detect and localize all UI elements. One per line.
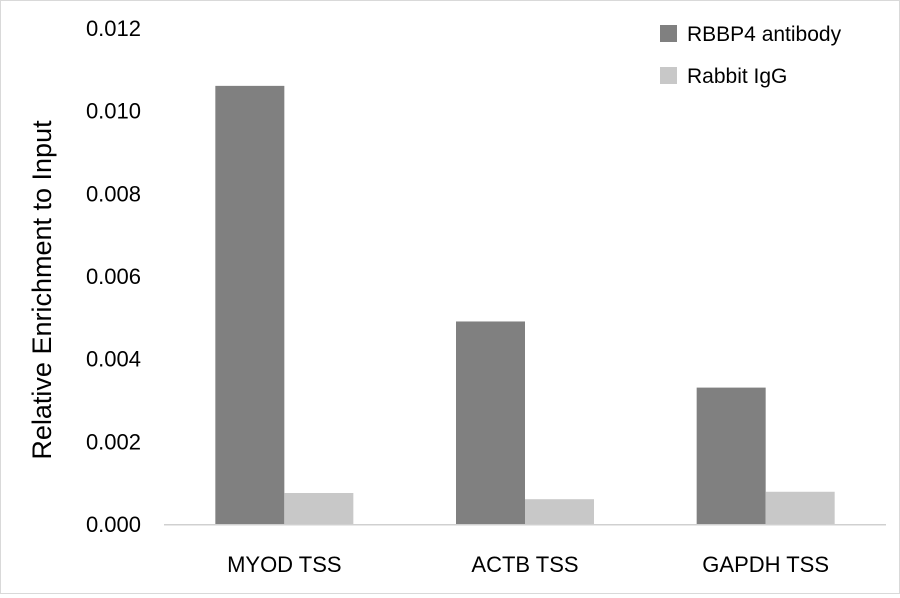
legend-swatch [660,25,677,42]
x-axis-labels: MYOD TSS ACTB TSS GAPDH TSS [227,552,829,577]
legend-swatch [660,67,677,84]
x-category-label: GAPDH TSS [702,552,829,577]
x-category-label: ACTB TSS [471,552,578,577]
legend-label: RBBP4 antibody [687,23,842,46]
y-tick-label: 0.012 [86,16,141,41]
bar-rabbit-igg-myod-tss [284,493,354,524]
y-tick-label: 0.000 [86,512,141,537]
bar-rbbp4-antibody-actb-tss [456,321,525,524]
y-axis-ticks: 0.000 0.002 0.004 0.006 0.008 0.010 0.012 [86,16,141,537]
y-tick-label: 0.004 [86,347,141,372]
legend: RBBP4 antibody Rabbit IgG [660,23,842,88]
y-tick-label: 0.002 [86,429,141,454]
x-category-label: MYOD TSS [227,552,342,577]
bar-rabbit-igg-actb-tss [525,499,594,524]
y-tick-label: 0.006 [86,264,141,289]
bar-rabbit-igg-gapdh-tss [765,491,835,524]
bar-rbbp4-antibody-myod-tss [215,85,285,524]
y-axis-title: Relative Enrichment to Input [27,120,57,460]
y-tick-label: 0.010 [86,99,141,124]
bar-rbbp4-antibody-gapdh-tss [696,387,766,524]
y-tick-label: 0.008 [86,181,141,206]
legend-label: Rabbit IgG [687,65,787,88]
bars-group [215,85,835,524]
